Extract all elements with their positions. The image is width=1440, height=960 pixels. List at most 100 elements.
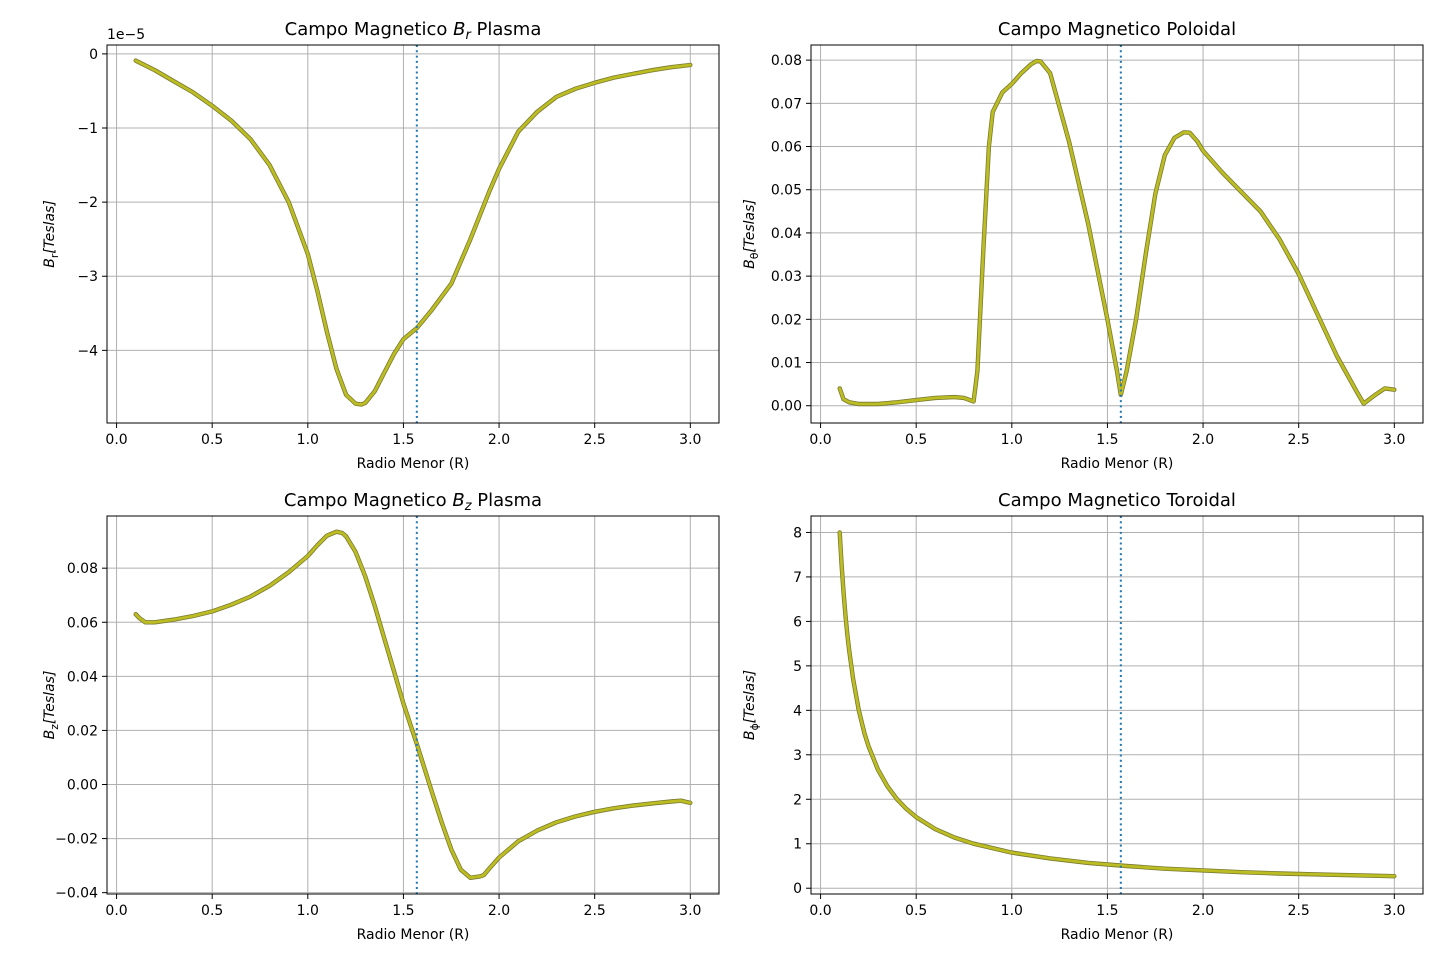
chart-panel-4: 0.0 0.5 1.0 1.5 2.0 2.5 3.0 0 1 2 3 4 5 6 7 8 Campo Magn… — [742, 490, 1424, 943]
x-tick-label: 2.5 — [584, 903, 606, 919]
chart-panel-2: 0.0 0.5 1.0 1.5 2.0 2.5 3.0 0.00 0.01 0.02 0.03 0.0… — [742, 19, 1424, 472]
y-axis-label-unit: [Teslas] — [42, 671, 58, 724]
x-tick-label: 1.5 — [1096, 432, 1118, 448]
x-tick-label: 3.0 — [679, 903, 701, 919]
x-tick-label: 0.5 — [905, 432, 927, 448]
x-tick-label: 2.0 — [1192, 903, 1214, 919]
x-tick-label: 2.5 — [1288, 903, 1310, 919]
y-tick-label: 4 — [793, 703, 802, 719]
y-tick-label: 3 — [793, 748, 802, 764]
y-tick-label: 0.02 — [771, 312, 802, 328]
y-tick-label: 0.08 — [67, 561, 98, 577]
y-tick-label: 0.03 — [771, 269, 802, 285]
chart-title-suffix: Plasma — [472, 490, 543, 511]
chart-title-text: Campo Magnetico Toroidal — [998, 490, 1236, 511]
y-tick-label: −1 — [77, 121, 98, 137]
chart-title: Campo Magnetico Poloidal — [998, 19, 1236, 40]
chart-title-symbol: B — [453, 19, 465, 40]
chart-title-symbol: B — [452, 490, 464, 511]
y-axis-label-symbol: B — [42, 730, 58, 740]
axes-frame — [106, 515, 720, 895]
y-tick-label: 1 — [793, 837, 802, 853]
y-axis-label-subscript: z — [48, 724, 61, 730]
y-axis-offset-text: 1e−5 — [107, 27, 145, 43]
chart-title-subscript: r — [465, 28, 472, 43]
y-tick-label: −0.02 — [55, 832, 98, 848]
y-axis-label-unit: [Teslas] — [42, 200, 58, 253]
y-tick-label: 5 — [793, 659, 802, 675]
x-tick-label: 3.0 — [1383, 903, 1405, 919]
axes-frame — [810, 44, 1424, 424]
y-axis-label-subscript: r — [48, 253, 61, 258]
x-tick-label: 0.0 — [105, 432, 127, 448]
series-line-outline — [837, 530, 1397, 879]
chart-panel-1: 0.0 0.5 1.0 1.5 2.0 2.5 3.0 0 −1 −2 −3 −4 1e−5 Campo … — [42, 19, 720, 472]
y-tick-label: 0.06 — [67, 615, 98, 631]
y-axis-label-unit: [Teslas] — [742, 670, 758, 723]
y-axis-label-symbol: B — [742, 731, 758, 741]
y-tick-label: 0.05 — [771, 183, 802, 199]
y-tick-label: 6 — [793, 614, 802, 630]
x-tick-label: 2.0 — [488, 432, 510, 448]
chart-title-text: Campo Magnetico — [284, 490, 452, 511]
x-tick-label: 3.0 — [1383, 432, 1405, 448]
x-tick-label: 2.0 — [488, 903, 510, 919]
y-tick-label: −3 — [77, 269, 98, 285]
x-tick-label: 2.5 — [1288, 432, 1310, 448]
chart-title-suffix: Plasma — [471, 19, 542, 40]
y-tick-label: 0 — [793, 881, 802, 897]
y-tick-label: 0.00 — [67, 777, 98, 793]
chart-title: Campo Magnetico Toroidal — [998, 490, 1236, 511]
y-axis-label: Br[Teslas] — [42, 200, 61, 268]
chart-title: Campo Magnetico Br Plasma — [285, 19, 542, 43]
series-line — [134, 59, 692, 406]
y-tick-label: −0.04 — [55, 886, 98, 902]
x-tick-label: 1.0 — [297, 432, 319, 448]
x-tick-label: 0.0 — [809, 432, 831, 448]
x-tick-label: 1.0 — [1001, 432, 1023, 448]
y-tick-label: 0.06 — [771, 140, 802, 156]
x-tick-label: 1.5 — [392, 903, 414, 919]
x-tick-label: 3.0 — [679, 432, 701, 448]
y-tick-label: 2 — [793, 792, 802, 808]
y-axis-label-subscript: θ — [748, 252, 761, 259]
y-tick-label: 0.04 — [67, 669, 98, 685]
series-line — [838, 531, 1396, 878]
y-axis-label: Bθ[Teslas] — [742, 199, 761, 269]
y-tick-label: 0.04 — [771, 226, 802, 242]
y-tick-label: 0.00 — [771, 399, 802, 415]
y-tick-label: 0.07 — [771, 96, 802, 112]
x-axis-label: Radio Menor (R) — [357, 456, 470, 472]
x-tick-label: 0.0 — [809, 903, 831, 919]
y-tick-label: −2 — [77, 195, 98, 211]
axes-frame — [106, 44, 720, 424]
axes-frame — [810, 515, 1424, 895]
x-tick-label: 2.0 — [1192, 432, 1214, 448]
x-tick-label: 1.5 — [1096, 903, 1118, 919]
series-line-outline — [133, 529, 693, 880]
chart-title-text: Campo Magnetico — [285, 19, 453, 40]
x-tick-label: 1.0 — [297, 903, 319, 919]
chart-title-text: Campo Magnetico Poloidal — [998, 19, 1236, 40]
y-axis-label-unit: [Teslas] — [742, 199, 758, 252]
x-tick-label: 1.5 — [392, 432, 414, 448]
y-axis-label-symbol: B — [42, 258, 58, 268]
y-tick-label: 8 — [793, 525, 802, 541]
y-axis-label-symbol: B — [742, 259, 758, 269]
y-axis-label-subscript: ϕ — [748, 723, 761, 730]
y-axis-label: Bz[Teslas] — [42, 671, 61, 740]
y-tick-label: 0 — [89, 47, 98, 63]
y-tick-label: −4 — [77, 343, 98, 359]
x-tick-label: 2.5 — [584, 432, 606, 448]
x-tick-label: 1.0 — [1001, 903, 1023, 919]
y-tick-label: 0.02 — [67, 723, 98, 739]
x-axis-label: Radio Menor (R) — [1061, 927, 1174, 943]
chart-title: Campo Magnetico Bz Plasma — [284, 490, 542, 514]
y-tick-label: 7 — [793, 570, 802, 586]
chart-title-subscript: z — [464, 499, 473, 514]
x-tick-label: 0.5 — [905, 903, 927, 919]
x-tick-label: 0.5 — [201, 903, 223, 919]
series-line — [838, 59, 1396, 406]
x-axis-label: Radio Menor (R) — [357, 927, 470, 943]
